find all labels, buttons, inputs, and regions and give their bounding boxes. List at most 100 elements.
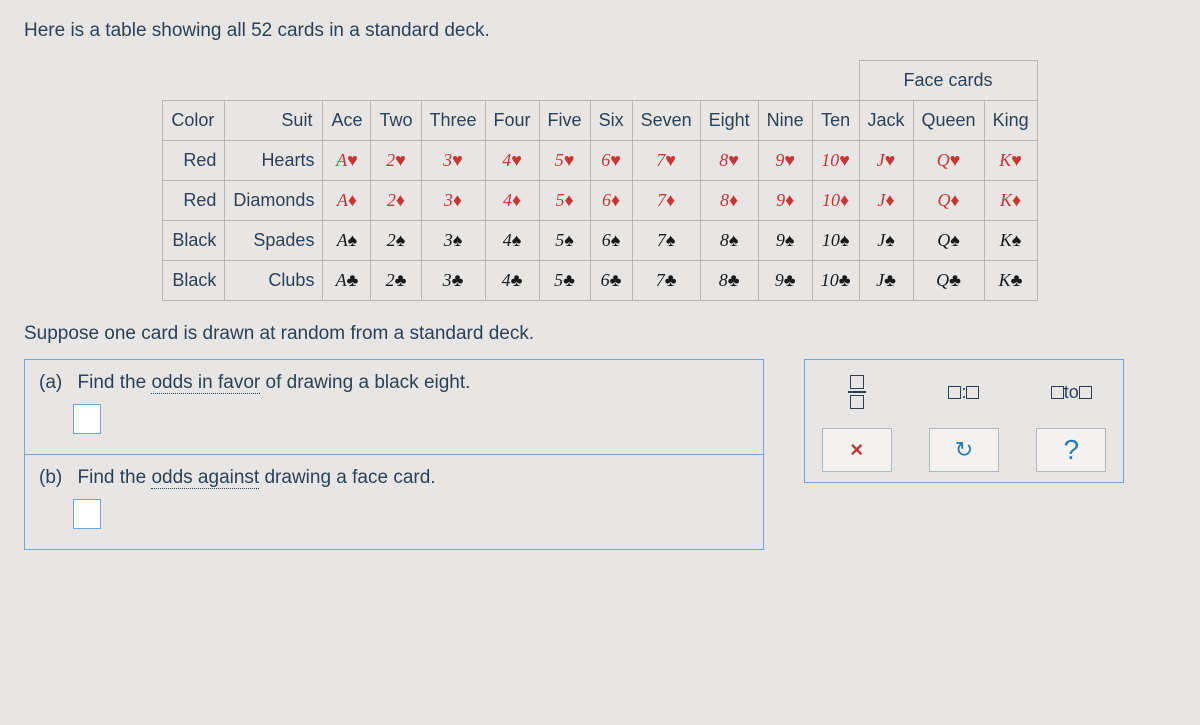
card-cell: 5♥ [539,141,590,181]
card-cell: 7♠ [632,221,700,261]
q-b-post: drawing a face card. [259,467,435,488]
card-cell: K♠ [984,221,1037,261]
card-cell: Q♠ [913,221,984,261]
card-cell: 9♦ [758,181,812,221]
card-cell: 2♥ [371,141,421,181]
close-icon: × [850,437,863,463]
suit-row: RedDiamondsA♦2♦3♦4♦5♦6♦7♦8♦9♦10♦J♦Q♦K♦ [163,181,1037,221]
suit-cell: Hearts [225,141,323,181]
card-cell: 10♣ [812,261,859,301]
card-cell: 9♠ [758,221,812,261]
answer-input-a[interactable] [73,404,101,434]
card-cell: 6♦ [590,181,632,221]
ratio-button[interactable]: : [929,370,999,414]
header-row: Color Suit Ace Two Three Four Five Six S… [163,101,1037,141]
card-cell: J♦ [859,181,913,221]
hdr-rank: Four [485,101,539,141]
card-cell: 7♥ [632,141,700,181]
card-cell: 8♣ [700,261,758,301]
card-cell: 8♥ [700,141,758,181]
card-cell: 3♠ [421,221,485,261]
hdr-rank: Three [421,101,485,141]
reset-button[interactable]: ↻ [929,428,999,472]
card-cell: Q♥ [913,141,984,181]
q-a-post: of drawing a black eight. [260,372,470,393]
card-cell: 2♦ [371,181,421,221]
color-cell: Red [163,181,225,221]
card-cell: 3♥ [421,141,485,181]
q-a-pre: Find the [78,372,152,393]
hdr-rank: Five [539,101,590,141]
card-cell: 7♦ [632,181,700,221]
placeholder-icon [1051,386,1064,399]
card-cell: 10♦ [812,181,859,221]
placeholder-icon [966,386,979,399]
card-cell: J♥ [859,141,913,181]
color-cell: Red [163,141,225,181]
card-cell: J♠ [859,221,913,261]
card-cell: Q♣ [913,261,984,301]
card-cell: A♠ [323,221,371,261]
answer-input-b[interactable] [73,499,101,529]
hdr-color: Color [163,101,225,141]
reset-icon: ↻ [955,437,973,463]
hdr-rank: Eight [700,101,758,141]
card-cell: 6♣ [590,261,632,301]
card-cell: 4♦ [485,181,539,221]
fraction-button[interactable] [822,370,892,414]
q-b-label: (b) [39,467,62,488]
help-icon: ? [1064,434,1080,466]
to-word: to [1064,382,1079,403]
card-cell: K♥ [984,141,1037,181]
card-cell: 9♣ [758,261,812,301]
hdr-suit: Suit [225,101,323,141]
q-a-label: (a) [39,372,62,393]
card-cell: 3♦ [421,181,485,221]
hdr-rank: King [984,101,1037,141]
card-cell: K♣ [984,261,1037,301]
face-cards-header: Face cards [859,61,1037,101]
suit-cell: Diamonds [225,181,323,221]
card-cell: 6♠ [590,221,632,261]
placeholder-icon [948,386,961,399]
card-cell: A♦ [323,181,371,221]
questions-panel: (a) Find the odds in favor of drawing a … [24,359,764,550]
card-cell: 10♠ [812,221,859,261]
question-b: (b) Find the odds against drawing a face… [25,455,763,549]
color-cell: Black [163,261,225,301]
close-button[interactable]: × [822,428,892,472]
hdr-rank: Queen [913,101,984,141]
q-a-underline: odds in favor [151,372,260,394]
card-cell: 5♣ [539,261,590,301]
q-b-pre: Find the [78,467,152,488]
card-cell: 4♥ [485,141,539,181]
card-cell: 9♥ [758,141,812,181]
hdr-rank: Nine [758,101,812,141]
card-cell: 5♠ [539,221,590,261]
card-cell: 2♠ [371,221,421,261]
hdr-rank: Jack [859,101,913,141]
to-button[interactable]: to [1036,370,1106,414]
card-cell: A♣ [323,261,371,301]
hdr-rank: Seven [632,101,700,141]
card-cell: 8♦ [700,181,758,221]
placeholder-icon [1079,386,1092,399]
fraction-icon [848,375,866,409]
card-cell: 2♣ [371,261,421,301]
suppose-text: Suppose one card is drawn at random from… [24,323,1176,345]
hdr-rank: Six [590,101,632,141]
card-cell: Q♦ [913,181,984,221]
intro-text: Here is a table showing all 52 cards in … [24,20,1176,42]
suit-cell: Clubs [225,261,323,301]
hdr-rank: Two [371,101,421,141]
card-cell: 10♥ [812,141,859,181]
card-cell: 4♣ [485,261,539,301]
q-b-underline: odds against [151,467,259,489]
suit-cell: Spades [225,221,323,261]
color-cell: Black [163,221,225,261]
hdr-rank: Ace [323,101,371,141]
help-button[interactable]: ? [1036,428,1106,472]
deck-table: Face cards Color Suit Ace Two Three Four… [162,60,1037,301]
card-cell: 6♥ [590,141,632,181]
suit-row: RedHeartsA♥2♥3♥4♥5♥6♥7♥8♥9♥10♥J♥Q♥K♥ [163,141,1037,181]
